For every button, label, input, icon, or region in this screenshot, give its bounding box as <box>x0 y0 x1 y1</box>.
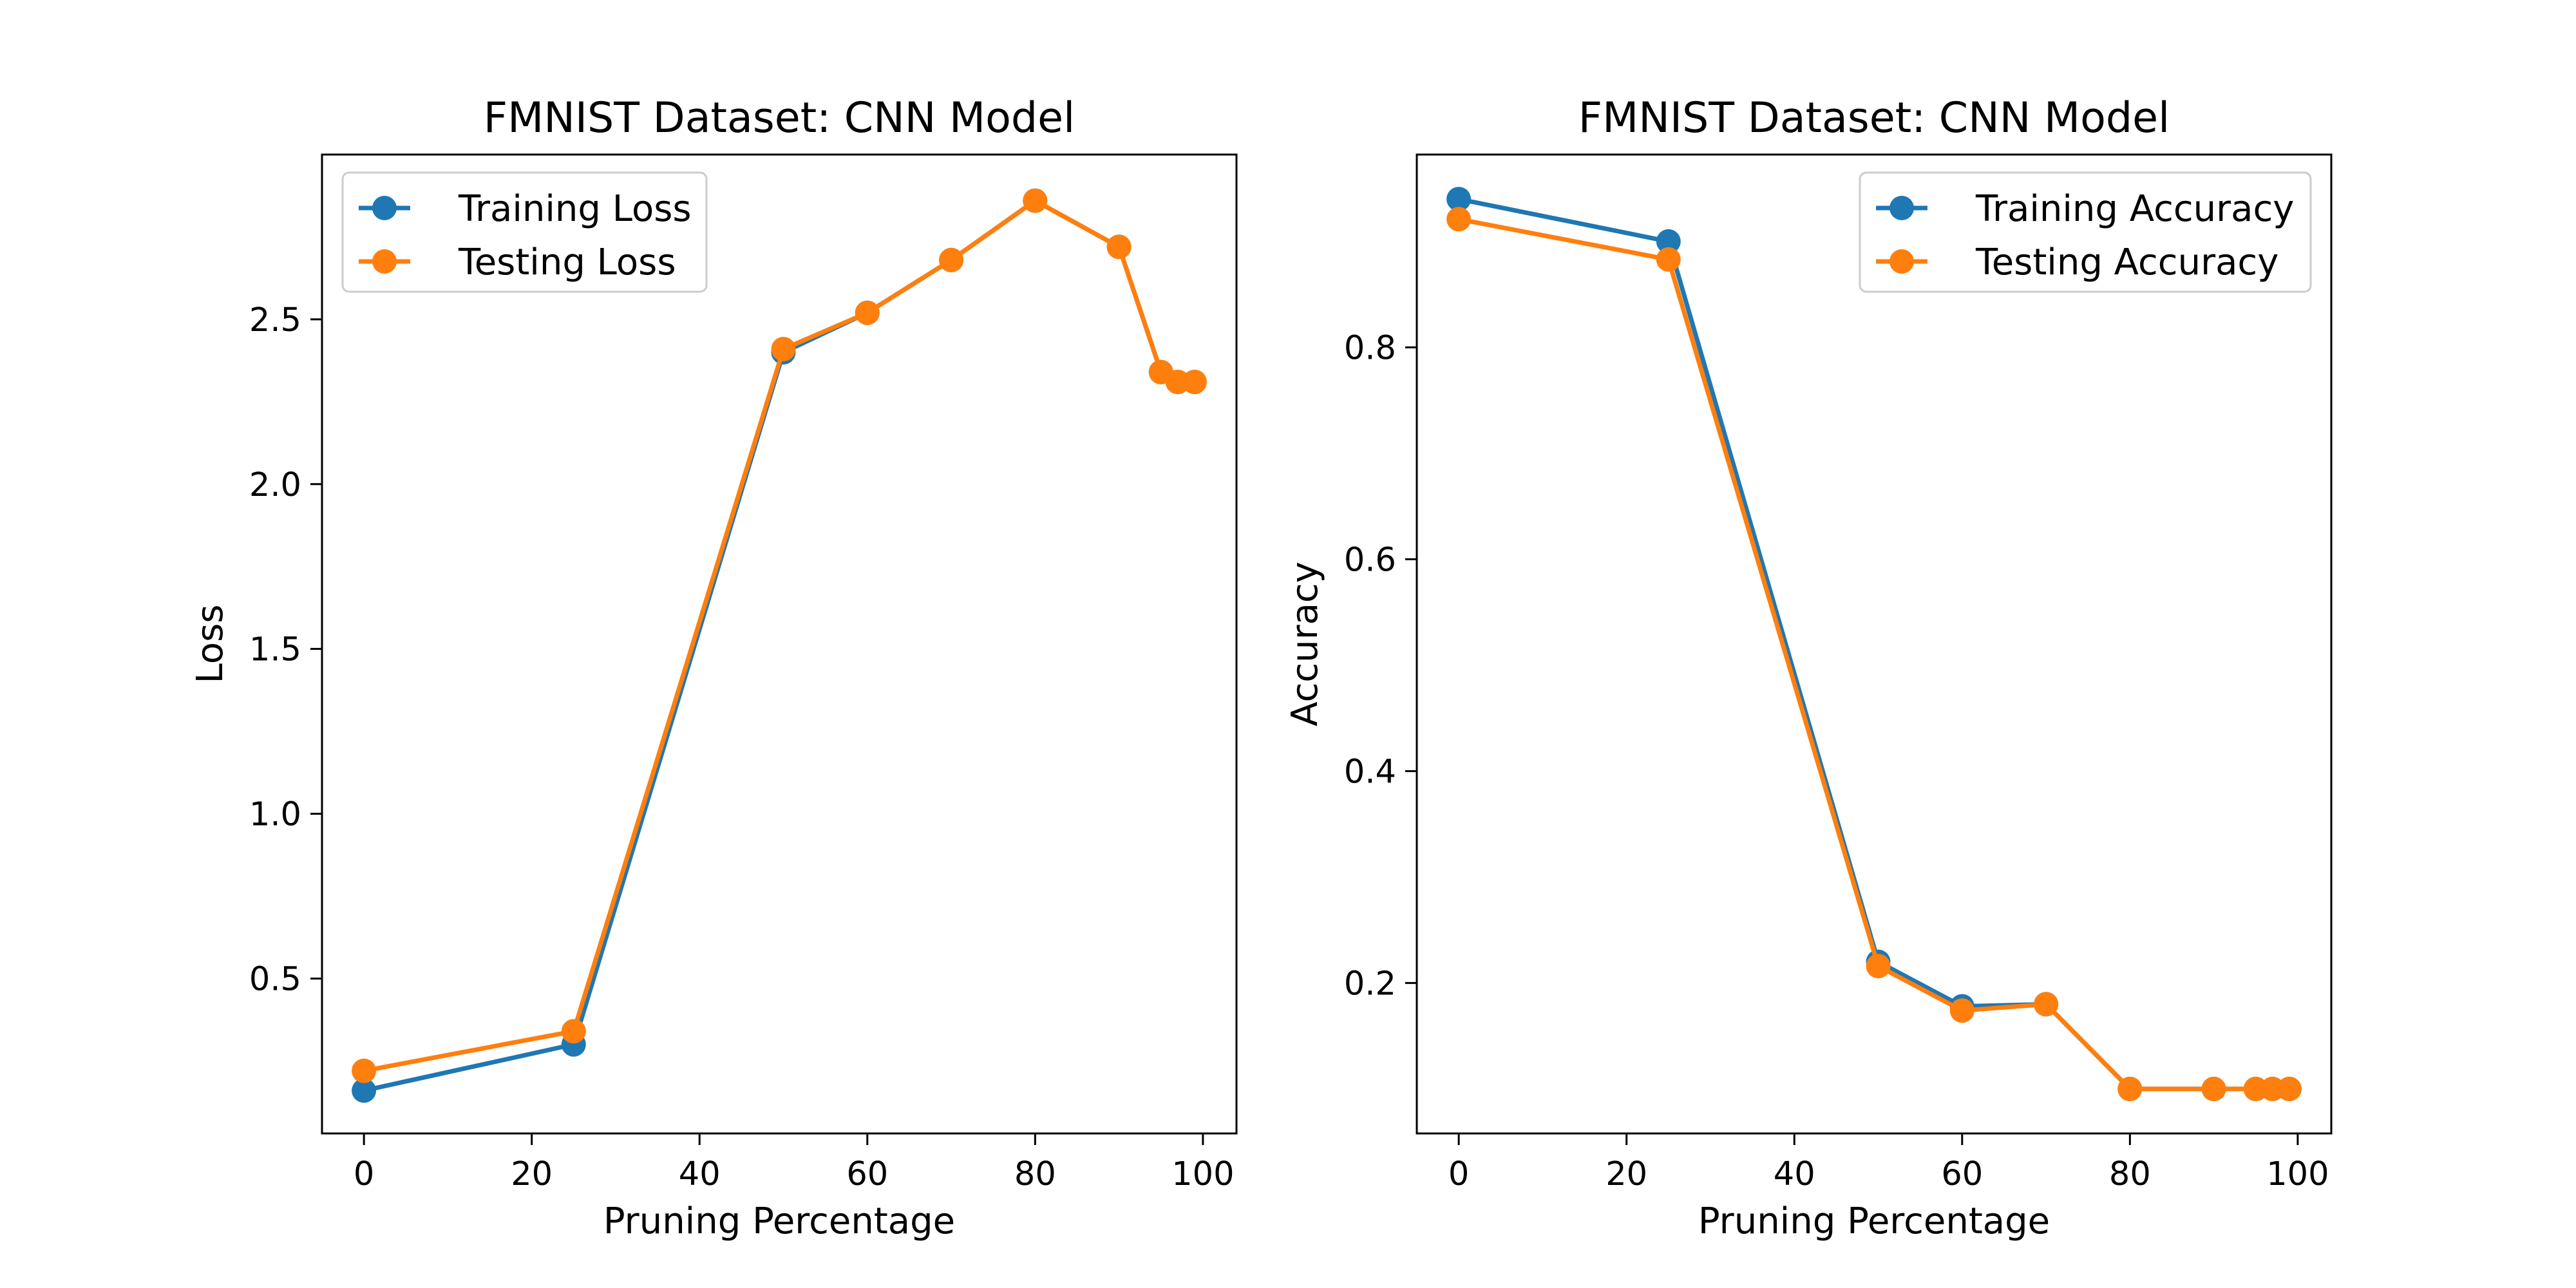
y-tick-label: 1.5 <box>249 631 301 669</box>
training-accuracy-point <box>1656 229 1681 254</box>
testing-accuracy-point <box>2243 1076 2268 1101</box>
accuracy-chart: FMNIST Dataset: CNN Model 0 20 40 60 80 100 0… <box>1284 94 2333 1242</box>
testing-loss-point <box>352 1058 377 1083</box>
y-tick-label: 2.0 <box>249 466 301 504</box>
x-tick-label: 100 <box>2266 1155 2329 1193</box>
testing-accuracy-point <box>1866 954 1891 979</box>
legend-frame <box>1859 171 2312 293</box>
accuracy-x-axis-label: Pruning Percentage <box>1698 1200 2050 1242</box>
testing-loss-point <box>1023 188 1048 213</box>
x-tick-label: 20 <box>511 1155 553 1193</box>
testing-loss-point <box>1106 234 1132 260</box>
testing-accuracy-point <box>2201 1076 2226 1101</box>
legend-entry-label: Testing Accuracy <box>1975 242 2278 283</box>
accuracy-legend: Training Accuracy Testing Accuracy <box>1859 171 2312 293</box>
testing-loss-point <box>939 247 964 272</box>
testing-loss-point <box>855 300 880 325</box>
loss-legend: Training Loss Testing Loss <box>341 171 708 293</box>
x-tick-label: 80 <box>1014 1155 1056 1193</box>
x-tick-label: 40 <box>1774 1155 1815 1193</box>
testing-loss-point <box>771 337 796 361</box>
loss-chart: FMNIST Dataset: CNN Model 0 20 40 60 80 100 0… <box>189 94 1238 1242</box>
accuracy-chart-title: FMNIST Dataset: CNN Model <box>1578 94 2170 142</box>
legend-marker-swatch <box>1889 196 1914 220</box>
legend-entry-label: Training Loss <box>458 188 692 230</box>
accuracy-plot-frame <box>1416 153 2333 1135</box>
legend-entry-label: Testing Loss <box>458 242 676 283</box>
loss-chart-marks <box>352 188 1207 1103</box>
accuracy-y-ticks: 0.2 0.4 0.6 0.8 <box>1344 329 1417 1003</box>
x-tick-label: 60 <box>846 1155 888 1193</box>
accuracy-chart-marks <box>1446 187 2302 1101</box>
legend-marker-swatch <box>1889 249 1914 274</box>
training-loss-point <box>352 1078 377 1103</box>
y-tick-label: 0.5 <box>249 960 301 998</box>
y-tick-label: 2.5 <box>249 301 301 339</box>
testing-accuracy-point <box>1656 247 1681 272</box>
testing-accuracy-point <box>2260 1076 2285 1101</box>
legend-marker-swatch <box>372 196 397 220</box>
legend-entry-label: Training Accuracy <box>1975 188 2294 230</box>
x-tick-label: 0 <box>1448 1155 1469 1193</box>
testing-accuracy-point <box>1949 998 1975 1023</box>
testing-accuracy-point <box>2277 1076 2302 1101</box>
accuracy-y-axis-label: Accuracy <box>1284 562 1326 726</box>
testing-loss-point <box>1165 370 1190 395</box>
testing-accuracy-point <box>2117 1076 2143 1101</box>
loss-x-ticks: 0 20 40 60 80 100 <box>354 1133 1235 1193</box>
loss-x-axis-label: Pruning Percentage <box>603 1200 955 1242</box>
accuracy-x-ticks: 0 20 40 60 80 100 <box>1448 1133 2329 1193</box>
y-tick-label: 0.2 <box>1344 965 1396 1003</box>
x-tick-label: 0 <box>354 1155 374 1193</box>
x-tick-label: 100 <box>1171 1155 1234 1193</box>
testing-loss-point <box>561 1019 586 1044</box>
testing-loss-point <box>1182 370 1207 395</box>
y-tick-label: 0.6 <box>1344 541 1396 579</box>
x-tick-label: 60 <box>1941 1155 1983 1193</box>
loss-chart-title: FMNIST Dataset: CNN Model <box>484 94 1075 142</box>
legend-marker-swatch <box>372 249 397 274</box>
loss-y-axis-label: Loss <box>189 605 231 684</box>
y-tick-label: 1.0 <box>249 796 301 834</box>
y-tick-label: 0.8 <box>1344 329 1396 367</box>
y-tick-label: 0.4 <box>1344 753 1396 791</box>
training-accuracy-point <box>1446 187 1472 212</box>
x-tick-label: 40 <box>679 1155 721 1193</box>
testing-accuracy-point <box>1446 207 1472 232</box>
testing-accuracy-point <box>2034 992 2059 1017</box>
loss-y-ticks: 0.5 1.0 1.5 2.0 2.5 <box>249 301 322 998</box>
loss-plot-frame <box>321 153 1238 1135</box>
x-tick-label: 20 <box>1605 1155 1647 1193</box>
x-tick-label: 80 <box>2109 1155 2151 1193</box>
legend-frame <box>341 171 708 293</box>
